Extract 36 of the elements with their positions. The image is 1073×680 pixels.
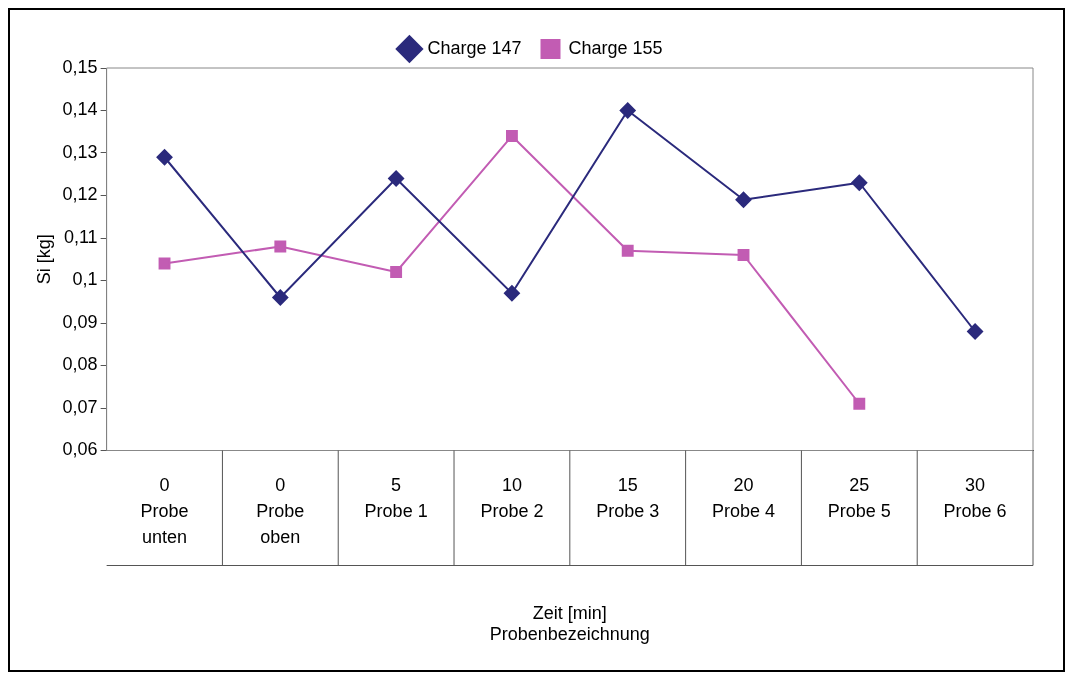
point [156, 149, 173, 166]
point [390, 266, 403, 278]
x-tick-label: 30 Probe 6 [943, 474, 1007, 521]
point [388, 170, 405, 187]
y-tick-label: 0,12 [62, 184, 98, 205]
y-tick-label: 0,1 [72, 269, 98, 290]
x-tick-label: 5 Probe 1 [364, 474, 428, 521]
legend-label: Charge 155 [568, 37, 663, 58]
x-tick-label: 0 Probe unten [140, 474, 189, 547]
y-tick-label: 0,08 [62, 354, 98, 375]
point [851, 174, 868, 191]
y-tick-label: 0,13 [62, 141, 98, 162]
x-tick-label: 15 Probe 3 [596, 474, 660, 521]
y-tick-label: 0,11 [63, 226, 98, 247]
point [272, 289, 289, 306]
point [967, 323, 984, 340]
x-tick-label: 20 Probe 4 [711, 474, 776, 521]
point [505, 130, 518, 142]
point [503, 285, 520, 302]
x-tick-label: 25 Probe 5 [827, 474, 891, 521]
x-axis-title: Zeit [min] Probenbezeichnung [489, 602, 650, 645]
point [621, 244, 634, 257]
point [735, 191, 752, 208]
x-tick-label: 10 Probe 2 [480, 474, 544, 521]
y-axis-title: Si [kg] [33, 234, 54, 285]
legend-label: Charge 147 [427, 37, 522, 58]
y-tick-label: 0,09 [62, 311, 98, 332]
point [853, 397, 866, 410]
y-tick-label: 0,14 [62, 99, 98, 120]
y-tick-label: 0,15 [62, 56, 98, 77]
point [737, 249, 750, 261]
point [274, 240, 287, 253]
x-tick-label: 0 Probe oben [256, 474, 305, 547]
y-tick-label: 0,06 [62, 439, 98, 460]
y-tick-label: 0,07 [62, 396, 98, 417]
point [619, 102, 636, 119]
